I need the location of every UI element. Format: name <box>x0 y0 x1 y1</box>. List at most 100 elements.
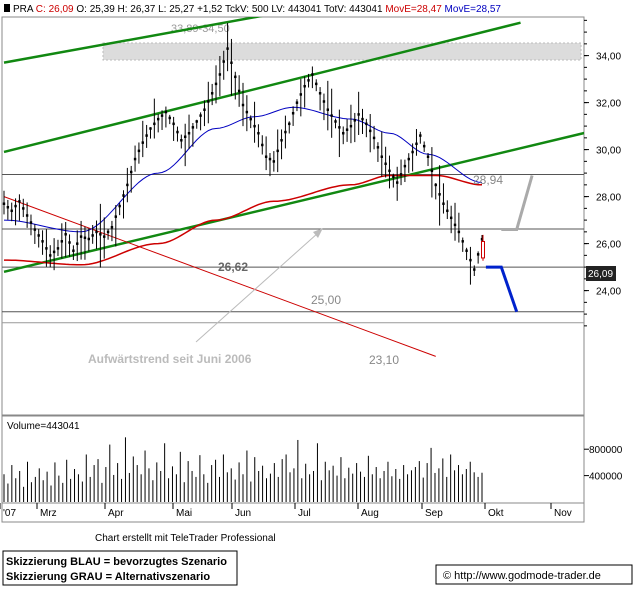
legend-gray: Skizzierung GRAU = Alternativszenario <box>6 571 210 583</box>
credit-text: Chart erstellt mit TeleTrader Profession… <box>95 533 276 544</box>
price-bar-body <box>10 209 13 213</box>
price-bar-body <box>480 237 484 241</box>
price-bar-body <box>357 113 360 116</box>
header-high: H: 26,37 <box>118 4 156 15</box>
header-change: +1,52 <box>197 4 223 15</box>
price-bar-body <box>25 214 29 217</box>
price-bar-body <box>141 141 144 144</box>
header-low: L: 25,27 <box>158 4 195 15</box>
price-bar-body <box>434 183 437 187</box>
price-bar-body <box>384 162 387 166</box>
price-bar-body <box>345 128 349 131</box>
price-bar-body <box>268 157 272 161</box>
price-bar-body <box>118 204 121 208</box>
price-bar-body <box>369 129 372 133</box>
price-tick-label: 32,00 <box>596 99 621 110</box>
price-bar-body <box>361 117 364 121</box>
price-bar-body <box>207 100 210 103</box>
price-bar-body <box>222 60 225 63</box>
price-bar-body <box>164 110 168 114</box>
last-price-label: 26,09 <box>588 269 613 280</box>
price-bar-body <box>149 127 152 130</box>
price-bar-body <box>49 254 52 257</box>
price-bars <box>2 22 485 285</box>
price-bar-body <box>2 202 6 205</box>
price-bar-body <box>442 202 445 205</box>
header-last-volume: LV: 443041 <box>271 4 321 15</box>
scenario-path-gray <box>501 175 534 231</box>
price-bar-body <box>106 230 110 234</box>
price-bar-body <box>22 207 25 210</box>
date-tick-label: Sep <box>425 508 443 519</box>
header-bar: PRA C: 26,09 O: 25,39 H: 26,37 L: 25,27 … <box>4 4 501 15</box>
price-bar-body <box>388 169 391 173</box>
price-bar-body <box>14 204 17 208</box>
date-tick-label: Okt <box>488 508 504 519</box>
price-bar-body <box>156 117 160 121</box>
price-bar-body <box>457 230 461 234</box>
price-bar-body <box>18 200 21 203</box>
trend-arrow <box>195 232 319 343</box>
price-bar-body <box>315 82 318 86</box>
price-bar-body <box>422 144 426 148</box>
price-bar-body <box>183 135 187 138</box>
price-bar-body <box>68 241 71 244</box>
scenario-path-blue <box>485 265 519 313</box>
price-bar-body <box>64 233 67 236</box>
price-bar-body <box>249 117 252 121</box>
price-bar-body <box>353 119 356 122</box>
price-bar-body <box>280 139 283 142</box>
price-bar-body <box>438 193 441 196</box>
price-bar-body <box>168 116 171 120</box>
volume-tick-label: 800000 <box>589 445 623 456</box>
level-label-23-10: 23,10 <box>369 353 399 367</box>
price-bar-body <box>180 139 183 142</box>
price-bar-body <box>295 101 299 104</box>
price-bar-body <box>37 234 40 237</box>
header-tick-volume: TckV: 500 <box>225 4 269 15</box>
price-bar-body <box>218 73 222 76</box>
trend-annotation: Aufwärtstrend seit Juni 2006 <box>88 352 252 366</box>
trend-arrow-head <box>313 228 323 238</box>
price-tick-label: 30,00 <box>596 146 621 157</box>
legend-box <box>2 550 238 586</box>
price-bar-body <box>257 131 260 135</box>
price-bar-body <box>303 84 306 88</box>
trend-line-green <box>3 21 521 154</box>
price-bar-body <box>380 155 383 158</box>
price-bar-body <box>307 79 310 82</box>
price-bar-body <box>376 146 380 149</box>
date-tick-label: Apr <box>108 508 124 519</box>
date-tick-label: Aug <box>361 508 379 519</box>
price-bar-body <box>372 136 376 140</box>
url-link[interactable]: © http://www.godmode-trader.de <box>443 570 601 582</box>
price-bar-body <box>395 181 399 184</box>
price-bar-body <box>318 92 322 95</box>
price-bar-body <box>83 236 87 240</box>
price-bar-body <box>326 108 330 111</box>
price-bar-body <box>76 242 79 245</box>
price-bar-body <box>6 206 10 209</box>
trend-lines <box>3 17 584 357</box>
price-bar-body <box>187 131 191 135</box>
price-bar-body <box>272 160 276 163</box>
header-ma-red: MovE=28,47 <box>385 4 442 15</box>
last-price-bar-body <box>481 240 485 259</box>
price-bar-body <box>99 233 102 236</box>
price-bar-body <box>95 230 98 234</box>
price-bar-body <box>29 221 33 224</box>
price-bar-body <box>291 112 295 115</box>
svg-text:PRA C: 26,09 O: 25,39 H: 26,37: PRA C: 26,09 O: 25,39 H: 26,37 L: 25,27 … <box>13 4 501 15</box>
price-bar-body <box>299 93 303 96</box>
price-bar-body <box>172 122 175 126</box>
header-open: O: 25,39 <box>76 4 115 15</box>
price-bar-body <box>473 268 476 271</box>
url-box <box>435 564 633 585</box>
scenario-sketches <box>485 175 534 313</box>
price-bar-body <box>241 103 245 107</box>
volume-title: Volume=443041 <box>7 421 80 432</box>
price-panel-frame <box>1 16 585 416</box>
date-tick-label: Mrz <box>40 508 57 519</box>
price-bar-body <box>103 235 106 238</box>
